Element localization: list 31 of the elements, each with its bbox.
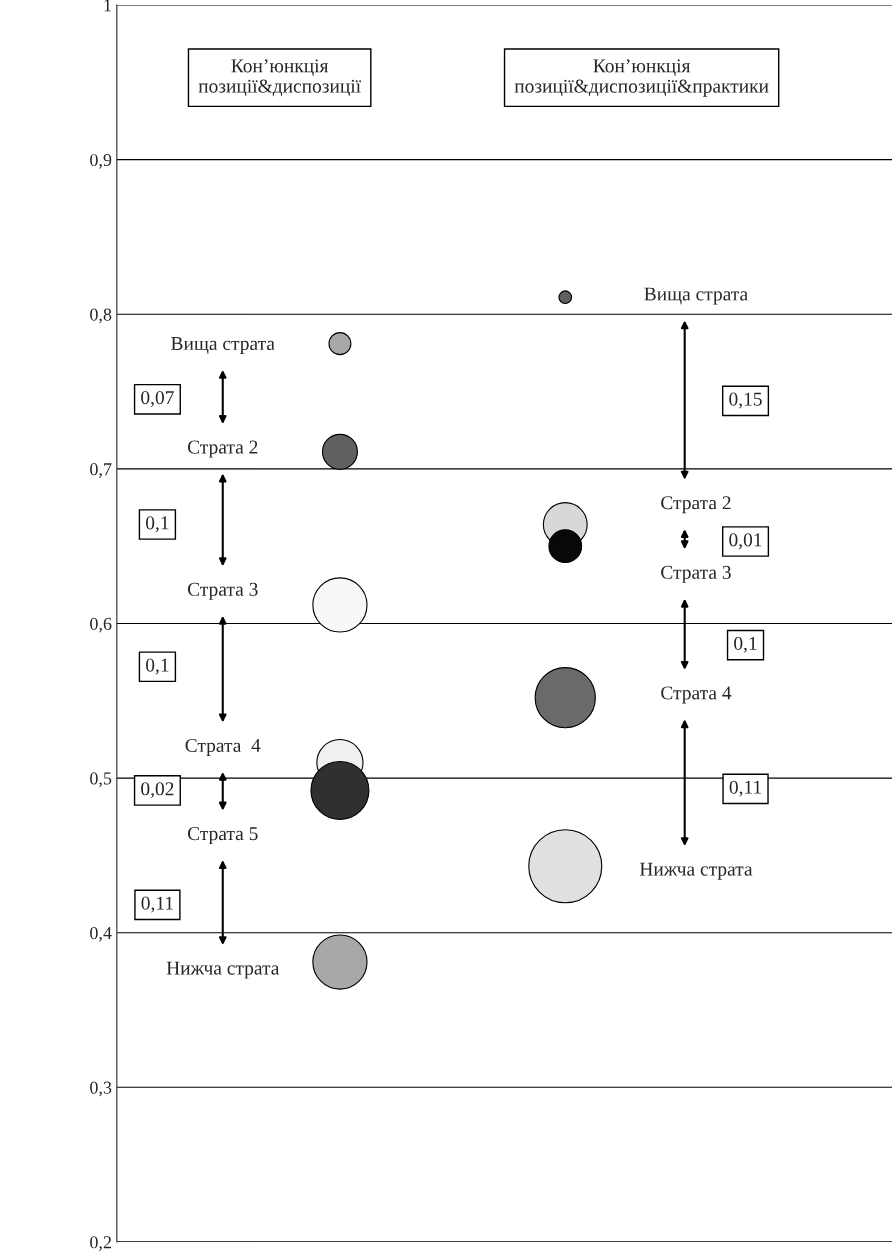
- y-tick-label: 0,5: [90, 772, 112, 788]
- annotation: Страта 2: [661, 496, 731, 514]
- annotation: Нижча страта: [639, 862, 753, 880]
- annotation: Страта 4: [185, 738, 261, 756]
- annotation: 0,1: [146, 516, 169, 533]
- annotation: 0,11: [729, 780, 762, 797]
- y-tick-label: 0,3: [90, 1081, 112, 1097]
- annotation: 0,07: [141, 391, 174, 407]
- annotation: Страта 4: [661, 686, 732, 704]
- annotation: Нижча страта: [166, 961, 280, 979]
- annotation: 0,02: [141, 782, 174, 799]
- y-tick-label: 0,4: [90, 926, 112, 942]
- y-tick-label: 0,9: [90, 153, 112, 169]
- annotation: 0,11: [141, 896, 173, 913]
- annotation: Вища страта: [644, 287, 748, 305]
- annotation: 0,01: [729, 533, 762, 550]
- annotation: Вища страта: [171, 337, 275, 354]
- annotation: 0,1: [734, 636, 757, 653]
- y-tick-label: 0,6: [90, 617, 112, 633]
- y-tick-label: 0,7: [90, 463, 112, 478]
- x-tick-label: Кон’юнкція позиції&диспозиції&практики: [514, 59, 769, 97]
- annotation: Страта 2: [187, 440, 258, 458]
- annotation: Страта 3: [661, 565, 731, 583]
- y-tick-label: 0,2: [90, 1236, 111, 1251]
- x-tick-label: Кон’юнкція позиції&диспозиції: [198, 59, 362, 97]
- annotation: 0,1: [146, 658, 169, 675]
- y-tick-label: 0,8: [90, 308, 112, 324]
- annotation: Страта 5: [187, 827, 258, 845]
- annotation: 0,15: [729, 392, 762, 409]
- y-tick-label: 1: [104, 0, 111, 12]
- annotation: Страта 3: [187, 582, 258, 600]
